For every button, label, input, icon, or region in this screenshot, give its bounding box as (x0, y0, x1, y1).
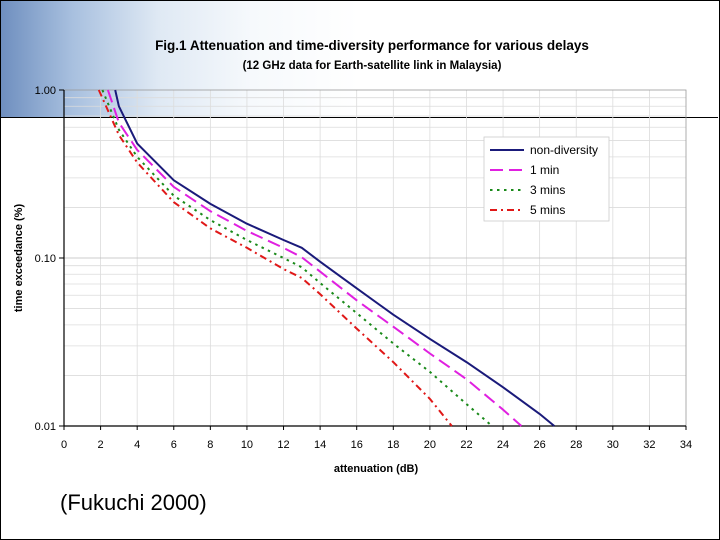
axes: 0 2 4 6 8 10 12 14 16 18 20 22 24 26 28 30 32 341.000.100… (35, 85, 693, 451)
chart-subtitle: (12 GHz data for Earth-satellite link in… (243, 60, 502, 72)
x-tick-label: 4 (134, 439, 140, 451)
series-line-non-diversity (114, 89, 555, 427)
x-tick-label: 30 (607, 439, 619, 451)
x-tick-label: 32 (643, 439, 655, 451)
y-axis-label: time exceedance (%) (13, 204, 25, 313)
x-tick-label: 34 (680, 439, 692, 451)
x-axis-label: attenuation (dB) (334, 463, 419, 475)
legend-label: 1 min (530, 163, 559, 177)
x-tick-label: 22 (460, 439, 472, 451)
x-tick-label: 14 (314, 439, 326, 451)
series-line-3-mins (101, 89, 493, 427)
x-tick-label: 24 (497, 439, 509, 451)
x-tick-label: 10 (241, 439, 253, 451)
legend-label: non-diversity (530, 143, 598, 157)
x-tick-label: 20 (424, 439, 436, 451)
legend: non-diversity 1 min 3 mins 5 mins (483, 136, 610, 222)
chart-title: Fig.1 Attenuation and time-diversity per… (155, 38, 589, 53)
x-tick-label: 6 (171, 439, 177, 451)
x-tick-label: 18 (387, 439, 399, 451)
legend-label: 5 mins (530, 203, 565, 217)
x-tick-label: 2 (98, 439, 104, 451)
x-tick-label: 0 (61, 439, 67, 451)
caption: (Fukuchi 2000) (60, 490, 207, 515)
y-tick-label: 0.10 (35, 253, 56, 265)
series-line-5-mins (97, 89, 453, 427)
x-tick-label: 16 (351, 439, 363, 451)
x-tick-label: 8 (207, 439, 213, 451)
x-tick-label: 12 (277, 439, 289, 451)
y-tick-label: 0.01 (35, 421, 56, 433)
x-tick-label: 28 (570, 439, 582, 451)
series-line-1-min (106, 89, 523, 427)
x-tick-label: 26 (534, 439, 546, 451)
banner-divider (0, 117, 718, 118)
legend-label: 3 mins (530, 183, 565, 197)
series-group (97, 89, 555, 427)
y-tick-label: 1.00 (35, 85, 56, 97)
